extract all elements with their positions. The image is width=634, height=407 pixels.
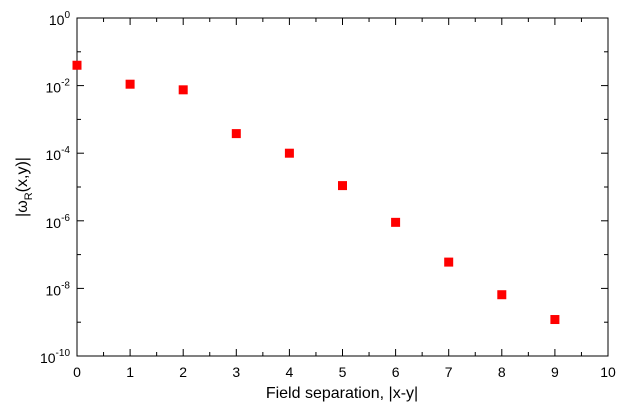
- data-point: [231, 129, 241, 139]
- x-tick-label: 1: [126, 364, 134, 380]
- x-tick-label: 10: [600, 364, 616, 380]
- y-tick-label: 10-6: [46, 213, 71, 231]
- x-tick-label: 2: [179, 364, 187, 380]
- y-axis-title: |ωR(x,y)|: [14, 157, 35, 217]
- y-axis-title-suffix: (x,y)|: [14, 157, 31, 192]
- y-tick-label: 10-4: [46, 145, 71, 163]
- x-tick-label: 7: [445, 364, 453, 380]
- y-tick-label: 10-10: [40, 348, 70, 366]
- data-point: [444, 257, 454, 267]
- x-tick-label: 9: [551, 364, 559, 380]
- y-tick-label: 10-8: [46, 280, 71, 298]
- data-point: [284, 148, 294, 158]
- data-point: [338, 181, 347, 191]
- data-point: [178, 85, 188, 95]
- x-axis-title: Field separation, |x-y|: [266, 385, 418, 402]
- x-tick-label: 3: [232, 364, 240, 380]
- y-tick-labels: 100 10-2 10-4 10-6 10-8 10-10: [40, 10, 70, 366]
- data-point: [125, 79, 135, 89]
- y-tick-label: 10-2: [46, 78, 71, 96]
- data-point: [391, 217, 401, 227]
- data-point: [72, 60, 82, 70]
- y-axis-title-prefix: |ω: [14, 200, 31, 217]
- data-points: [72, 60, 560, 325]
- data-point: [497, 290, 507, 300]
- x-tick-label: 5: [339, 364, 347, 380]
- x-tick-labels: 0 1 2 3 4 5 6 7 8 9 10: [73, 364, 616, 380]
- x-tick-label: 6: [392, 364, 400, 380]
- y-tick-label: 100: [49, 10, 71, 28]
- x-tick-label: 8: [498, 364, 506, 380]
- x-tick-label: 0: [73, 364, 81, 380]
- axis-ticks: [76, 17, 609, 357]
- x-tick-label: 4: [286, 364, 294, 380]
- data-point: [550, 315, 560, 325]
- y-axis-title-sub: R: [23, 192, 35, 200]
